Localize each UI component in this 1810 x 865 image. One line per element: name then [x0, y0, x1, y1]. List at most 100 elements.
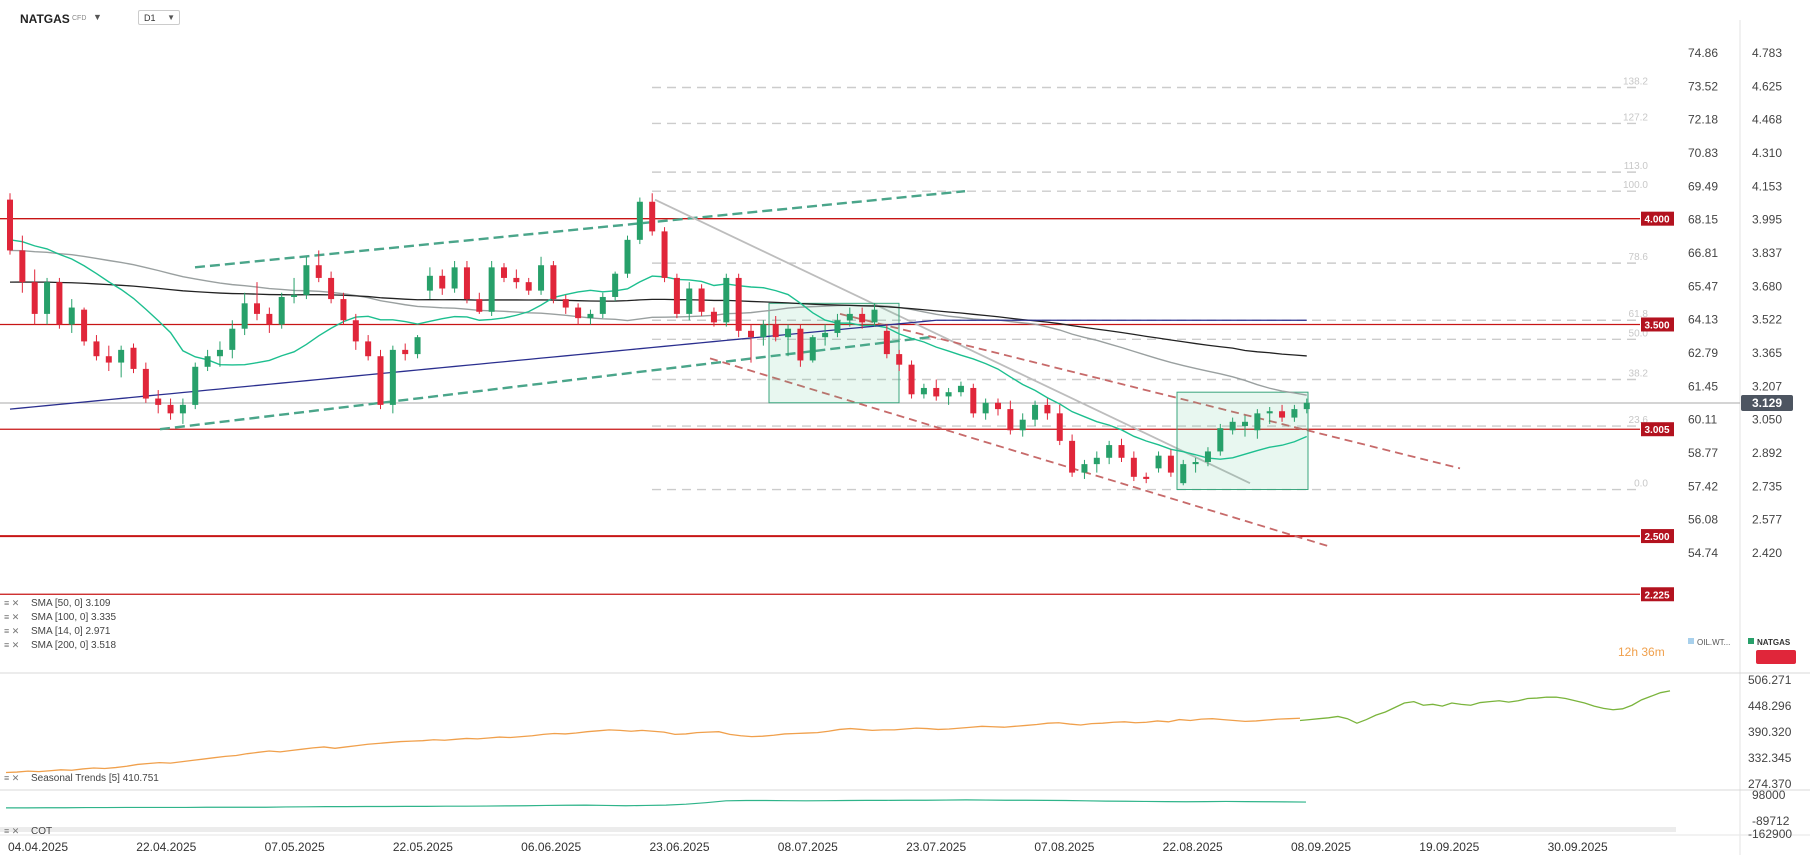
candle-body	[1291, 409, 1298, 418]
candle-body	[1204, 451, 1211, 463]
candle-body	[760, 324, 767, 338]
candle-body	[908, 364, 915, 395]
ref-tick-label: 54.74	[1688, 546, 1718, 560]
candle-body	[612, 273, 619, 297]
candle-body	[661, 231, 668, 278]
cot-tick-label: -162900	[1748, 827, 1792, 841]
level-tag-label: 3.005	[1644, 425, 1669, 436]
ref-tick-label: 69.49	[1688, 179, 1718, 193]
fib-level-label: 61.8	[1629, 309, 1649, 320]
price-tick-label: 2.892	[1752, 446, 1782, 460]
ref-tick-label: 61.45	[1688, 379, 1718, 393]
price-tick-label: 3.050	[1752, 413, 1782, 427]
candle-body	[624, 239, 631, 274]
candle-body	[1106, 445, 1113, 458]
fib-level-label: 38.2	[1629, 368, 1649, 379]
candle-body	[970, 387, 977, 414]
symbol-name[interactable]: NATGAS	[20, 12, 70, 26]
candle-body	[118, 349, 125, 363]
candle-body	[315, 265, 322, 278]
candle-body	[599, 296, 606, 314]
candle-body	[982, 402, 989, 414]
price-tick-label: 3.207	[1752, 379, 1782, 393]
candle-body	[19, 250, 26, 283]
fib-level-label: 78.6	[1629, 252, 1649, 263]
fib-level-label: 138.2	[1623, 76, 1648, 87]
ref-tick-label: 64.13	[1688, 313, 1718, 327]
candle-body	[1056, 413, 1063, 441]
price-tick-label: 2.420	[1752, 546, 1782, 560]
candle-body	[1242, 421, 1248, 427]
legend-menu-icon: ≡ ✕	[4, 612, 19, 622]
timeframe-value: D1	[144, 13, 156, 23]
chart-header: NATGAS CFD ▼ D1 ▼	[0, 0, 1810, 34]
candle-body	[1155, 455, 1162, 469]
price-tick-label: 3.365	[1752, 346, 1782, 360]
natgas-price-badge	[1756, 650, 1796, 664]
downtrend-lower	[709, 357, 1331, 548]
candle-body	[105, 356, 112, 363]
level-tag-label: 4.000	[1644, 215, 1669, 226]
level-tag-label: 2.225	[1644, 590, 1669, 601]
price-tick-label: 2.735	[1752, 479, 1782, 493]
candle-body	[204, 356, 211, 367]
candle-body	[1180, 464, 1187, 484]
timeframe-select[interactable]: D1 ▼	[138, 10, 180, 25]
sma-50-line	[9, 249, 1307, 396]
date-tick-label: 08.09.2025	[1291, 840, 1351, 854]
candle-body	[920, 387, 927, 395]
sma-legend-label: SMA [50, 0] 3.109	[31, 598, 111, 609]
price-tick-label: 4.783	[1752, 46, 1782, 60]
sma-14-line	[9, 239, 1308, 460]
candle-body	[130, 347, 137, 369]
date-tick-label: 22.05.2025	[393, 840, 453, 854]
candle-body	[538, 265, 545, 291]
candle-body	[859, 313, 866, 323]
candle-body	[883, 330, 890, 355]
candle-body	[229, 328, 236, 350]
candle-body	[7, 199, 13, 251]
candle-body	[352, 320, 359, 342]
candle-body	[167, 404, 174, 414]
ref-tick-label: 56.08	[1688, 513, 1718, 527]
legend-menu-icon: ≡ ✕	[4, 626, 19, 636]
candle-body	[846, 313, 853, 321]
seasonal-history-line	[5, 717, 1301, 774]
candle-body	[488, 267, 495, 312]
symbol-dropdown-icon[interactable]: ▼	[93, 12, 102, 22]
trend-line-grey	[654, 198, 1251, 484]
candle-body	[31, 282, 38, 314]
candle-body	[1167, 455, 1174, 473]
candle-body	[785, 328, 792, 338]
date-tick-label: 08.07.2025	[778, 840, 838, 854]
price-tick-label: 4.625	[1752, 79, 1782, 93]
candle-body	[328, 277, 335, 300]
legend-menu-icon: ≡ ✕	[4, 640, 19, 650]
candle-body	[562, 299, 569, 308]
candle-body	[550, 265, 557, 300]
zone-rectangle	[768, 302, 900, 404]
ref-tick-label: 70.83	[1688, 146, 1718, 160]
overlay-label: NATGAS	[1757, 638, 1791, 647]
candle-body	[1019, 419, 1026, 431]
candle-body	[81, 309, 88, 342]
price-tick-label: 3.995	[1752, 213, 1782, 227]
candle-body	[575, 307, 582, 319]
legend-menu-icon: ≡ ✕	[4, 598, 19, 608]
candle-body	[871, 309, 878, 323]
candle-body	[1081, 464, 1088, 473]
candle-body	[142, 368, 149, 399]
candle-body	[1069, 440, 1076, 473]
level-tag	[1641, 587, 1674, 602]
seasonal-forecast-line	[1299, 690, 1671, 724]
cot-line	[6, 799, 1307, 809]
candle-body	[216, 349, 223, 357]
date-tick-label: 06.06.2025	[521, 840, 581, 854]
price-tick-label: 2.577	[1752, 513, 1782, 527]
ref-tick-label: 62.79	[1688, 346, 1718, 360]
ref-tick-label: 58.77	[1688, 446, 1718, 460]
candle-body	[513, 277, 520, 283]
candle-body	[1254, 413, 1261, 431]
fib-level-label: 23.6	[1629, 415, 1649, 426]
